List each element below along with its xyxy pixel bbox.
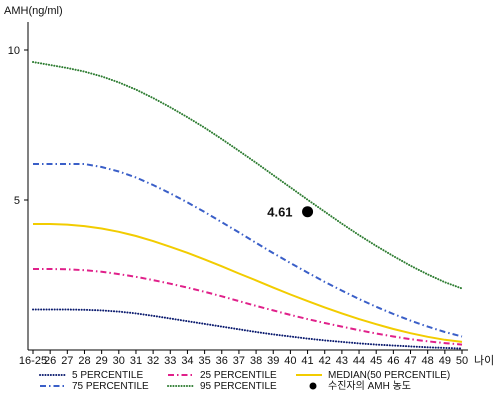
x-tick-label: 40 bbox=[284, 355, 296, 367]
series-line bbox=[33, 223, 463, 343]
legend-marker bbox=[309, 382, 317, 390]
y-tick-label: 10 bbox=[8, 45, 20, 57]
highlight-point-group: 4.61 bbox=[267, 205, 314, 220]
legend-label: 수진자의 AMH 농도 bbox=[328, 380, 411, 392]
x-tick-label: 16-25 bbox=[19, 355, 47, 367]
x-tick-label: 28 bbox=[78, 355, 90, 367]
x-tick-label: 50 bbox=[456, 355, 468, 367]
x-tick-label: 39 bbox=[267, 355, 279, 367]
y-tick-label: 5 bbox=[14, 195, 20, 207]
legend-label: MEDIAN(50 PERCENTILE) bbox=[328, 370, 450, 381]
legend-label: 75 PERCENTILE bbox=[72, 381, 149, 392]
x-tick-label: 44 bbox=[353, 355, 365, 367]
highlight-point bbox=[302, 206, 314, 218]
x-tick-label: 30 bbox=[113, 355, 125, 367]
x-tick-label: 45 bbox=[370, 355, 382, 367]
x-tick-label: 26 bbox=[44, 355, 56, 367]
y-ticks: 10 5 bbox=[8, 45, 28, 207]
series-lines bbox=[32, 61, 463, 350]
y-axis-title: AMH(ng/ml) bbox=[4, 5, 63, 17]
x-axis-title: 나이 bbox=[474, 354, 494, 367]
series-line bbox=[32, 308, 463, 350]
x-tick-label: 46 bbox=[387, 355, 399, 367]
x-tick-label: 31 bbox=[130, 355, 142, 367]
x-tick-label: 36 bbox=[216, 355, 228, 367]
legend-label: 95 PERCENTILE bbox=[200, 381, 277, 392]
series-line bbox=[32, 61, 463, 290]
x-tick-label: 37 bbox=[233, 355, 245, 367]
x-tick-label: 42 bbox=[319, 355, 331, 367]
highlight-value-label: 4.61 bbox=[267, 205, 292, 220]
x-tick-label: 29 bbox=[96, 355, 108, 367]
legend-label: 25 PERCENTILE bbox=[200, 370, 277, 381]
series-line bbox=[33, 268, 463, 346]
chart-axes bbox=[27, 22, 468, 351]
x-tick-label: 33 bbox=[164, 355, 176, 367]
x-tick-label: 27 bbox=[61, 355, 73, 367]
x-tick-label: 38 bbox=[250, 355, 262, 367]
series-line bbox=[33, 163, 463, 338]
x-tick-label: 34 bbox=[181, 355, 193, 367]
legend: 5 PERCENTILE 25 PERCENTILE MEDIAN(50 PERCE… bbox=[39, 370, 450, 392]
legend-label: 5 PERCENTILE bbox=[72, 370, 143, 381]
x-tick-label: 32 bbox=[147, 355, 159, 367]
x-tick-label: 43 bbox=[336, 355, 348, 367]
x-tick-label: 48 bbox=[422, 355, 434, 367]
x-tick-label: 49 bbox=[439, 355, 451, 367]
x-tick-label: 47 bbox=[404, 355, 416, 367]
x-tick-label: 35 bbox=[198, 355, 210, 367]
x-tick-label: 41 bbox=[301, 355, 313, 367]
